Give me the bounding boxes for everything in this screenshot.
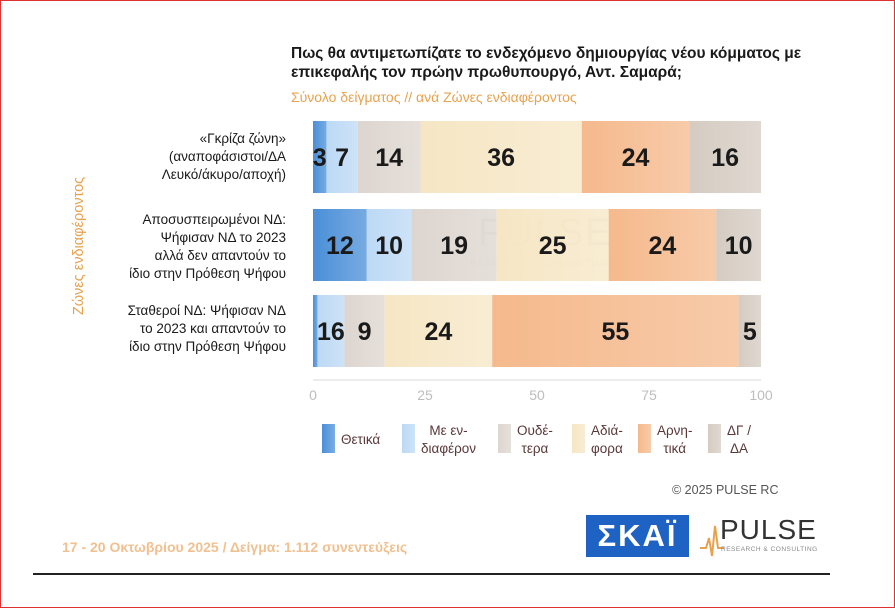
x-tick-label: 100 bbox=[749, 387, 773, 403]
x-tick-label: 75 bbox=[641, 387, 657, 403]
bar-1-θετικά bbox=[313, 121, 327, 193]
bar-1-αρνητικά bbox=[581, 121, 690, 193]
bar-2-δγ-δα bbox=[716, 209, 761, 281]
legend-label-line: Αρνη- bbox=[657, 423, 693, 438]
bar-2-αδιάφορα bbox=[496, 209, 609, 281]
category-label-line: «Γκρίζα ζώνη» bbox=[199, 131, 286, 146]
legend-swatch bbox=[572, 424, 585, 453]
data-label: 5 bbox=[743, 318, 757, 346]
category-label: Σταθεροί ΝΔ: Ψήφισαν ΝΔ το 2023 και απαντ… bbox=[90, 302, 286, 356]
data-label: 24 bbox=[649, 232, 677, 260]
bar-2-θετικά bbox=[313, 209, 367, 281]
legend-label-line: διαφέρον bbox=[421, 441, 477, 456]
legend-item: Αρνη-τικά bbox=[638, 422, 692, 458]
bar-1-δγ-δα bbox=[689, 121, 761, 193]
bar-3-με-ενδιαφέρον bbox=[317, 295, 345, 367]
legend-label-line: Θετικά bbox=[341, 432, 381, 447]
category-label-line: Λευκό/άκυρο/αποχή) bbox=[161, 167, 286, 182]
chart-subtitle: Σύνολο δείγματος // ανά Ζώνες ενδιαφέρον… bbox=[291, 89, 577, 105]
pulse-logo-sub: RESEARCH & CONSULTING bbox=[721, 546, 818, 553]
legend-label: Ουδέ-τερα bbox=[517, 422, 553, 458]
legend-item: ΔΓ / ΔΑ bbox=[708, 422, 751, 458]
bar-1-αδιάφορα bbox=[420, 121, 582, 193]
legend-label: ΔΓ / ΔΑ bbox=[727, 422, 751, 458]
legend-swatch bbox=[322, 424, 335, 453]
data-label: 7 bbox=[335, 144, 349, 172]
legend-item: Ουδέ-τερα bbox=[498, 422, 553, 458]
bar-3-δγ-δα bbox=[738, 295, 761, 367]
legend-item: Με εν-διαφέρον bbox=[402, 422, 476, 458]
x-tick-label: 25 bbox=[417, 387, 433, 403]
legend-swatch bbox=[402, 424, 415, 453]
legend-swatch bbox=[638, 424, 651, 453]
data-label: 36 bbox=[487, 144, 515, 172]
bar-1-με-ενδιαφέρον bbox=[326, 121, 358, 193]
legend-item: Θετικά bbox=[322, 422, 380, 453]
legend-label-line: τικά bbox=[663, 441, 687, 456]
legend-label-line: τερα bbox=[521, 441, 549, 456]
legend-label: Με εν-διαφέρον bbox=[421, 422, 476, 458]
data-label: 10 bbox=[725, 232, 753, 260]
data-label: 3 bbox=[313, 144, 327, 172]
legend-swatch bbox=[498, 424, 511, 453]
legend-swatch bbox=[708, 424, 721, 453]
bar-3-ουδέτερα bbox=[344, 295, 385, 367]
pulse-logo: PULSE RESEARCH & CONSULTING bbox=[700, 514, 818, 558]
category-label-line: Ψήφισαν ΝΔ το 2023 bbox=[160, 230, 286, 245]
category-label-line: Αποσυσπειρωμένοι ΝΔ: bbox=[142, 212, 286, 227]
bar-3-αρνητικά bbox=[492, 295, 739, 367]
data-label: 14 bbox=[375, 144, 403, 172]
data-label: 24 bbox=[622, 144, 650, 172]
data-label: 10 bbox=[375, 232, 403, 260]
category-label-line: το 2023 και απαντούν το bbox=[140, 321, 286, 336]
data-label: 9 bbox=[358, 318, 372, 346]
category-label-line: ίδιο στην Πρόθεση Ψήφου bbox=[129, 339, 286, 354]
bar-3-αδιάφορα bbox=[384, 295, 493, 367]
category-label-line: ίδιο στην Πρόθεση Ψήφου bbox=[129, 266, 286, 281]
category-label-line: αλλά δεν απαντούν το bbox=[154, 248, 286, 263]
data-label: 12 bbox=[326, 232, 354, 260]
x-tick-label: 50 bbox=[529, 387, 545, 403]
bar-1-ουδέτερα bbox=[357, 121, 421, 193]
data-label: 16 bbox=[317, 318, 345, 346]
bar-2-ουδέτερα bbox=[411, 209, 497, 281]
data-label: 24 bbox=[425, 318, 453, 346]
legend-label-line: Αδιά- bbox=[591, 423, 623, 438]
legend-label-line: ΔΑ bbox=[729, 441, 748, 456]
legend-label: Αδιά-φορα bbox=[591, 422, 623, 458]
data-label: 19 bbox=[440, 232, 468, 260]
legend-label: Αρνη-τικά bbox=[657, 422, 692, 458]
survey-dates-sample: 17 - 20 Οκτωβρίου 2025 / Δείγμα: 1.112 σ… bbox=[62, 539, 408, 555]
skai-logo: ΣΚΑΪ bbox=[586, 515, 689, 557]
footer-divider bbox=[33, 573, 830, 575]
pulse-logo-word: PULSE bbox=[720, 514, 817, 545]
legend-item: Αδιά-φορα bbox=[572, 422, 623, 458]
x-tick-label: 0 bbox=[309, 387, 317, 403]
category-label: «Γκρίζα ζώνη» (αναποφάσιστοι/ΔΑ Λευκό/άκυρ… bbox=[90, 130, 286, 184]
legend-label-line: Με εν- bbox=[429, 423, 468, 438]
category-label-line: Σταθεροί ΝΔ: Ψήφισαν ΝΔ bbox=[127, 303, 286, 318]
bar-2-με-ενδιαφέρον bbox=[366, 209, 412, 281]
legend-label: Θετικά bbox=[341, 431, 380, 449]
data-label: 25 bbox=[539, 232, 567, 260]
legend-label-line: Ουδέ- bbox=[517, 423, 553, 438]
bar-2-αρνητικά bbox=[608, 209, 717, 281]
category-label: Αποσυσπειρωμένοι ΝΔ: Ψήφισαν ΝΔ το 2023 αλ… bbox=[90, 211, 286, 283]
copyright-text: © 2025 PULSE RC bbox=[672, 483, 779, 497]
data-label: 55 bbox=[601, 318, 629, 346]
data-label: 16 bbox=[711, 144, 739, 172]
legend-label-line: φορα bbox=[591, 441, 623, 456]
bar-3-θετικά bbox=[313, 295, 318, 367]
legend-label-line: ΔΓ / bbox=[727, 423, 751, 438]
category-label-line: (αναποφάσιστοι/ΔΑ bbox=[168, 149, 286, 164]
chart-title: Πως θα αντιμετωπίζατε το ενδεχόμενο δημι… bbox=[291, 45, 802, 81]
pulse-wave-icon bbox=[700, 525, 724, 557]
